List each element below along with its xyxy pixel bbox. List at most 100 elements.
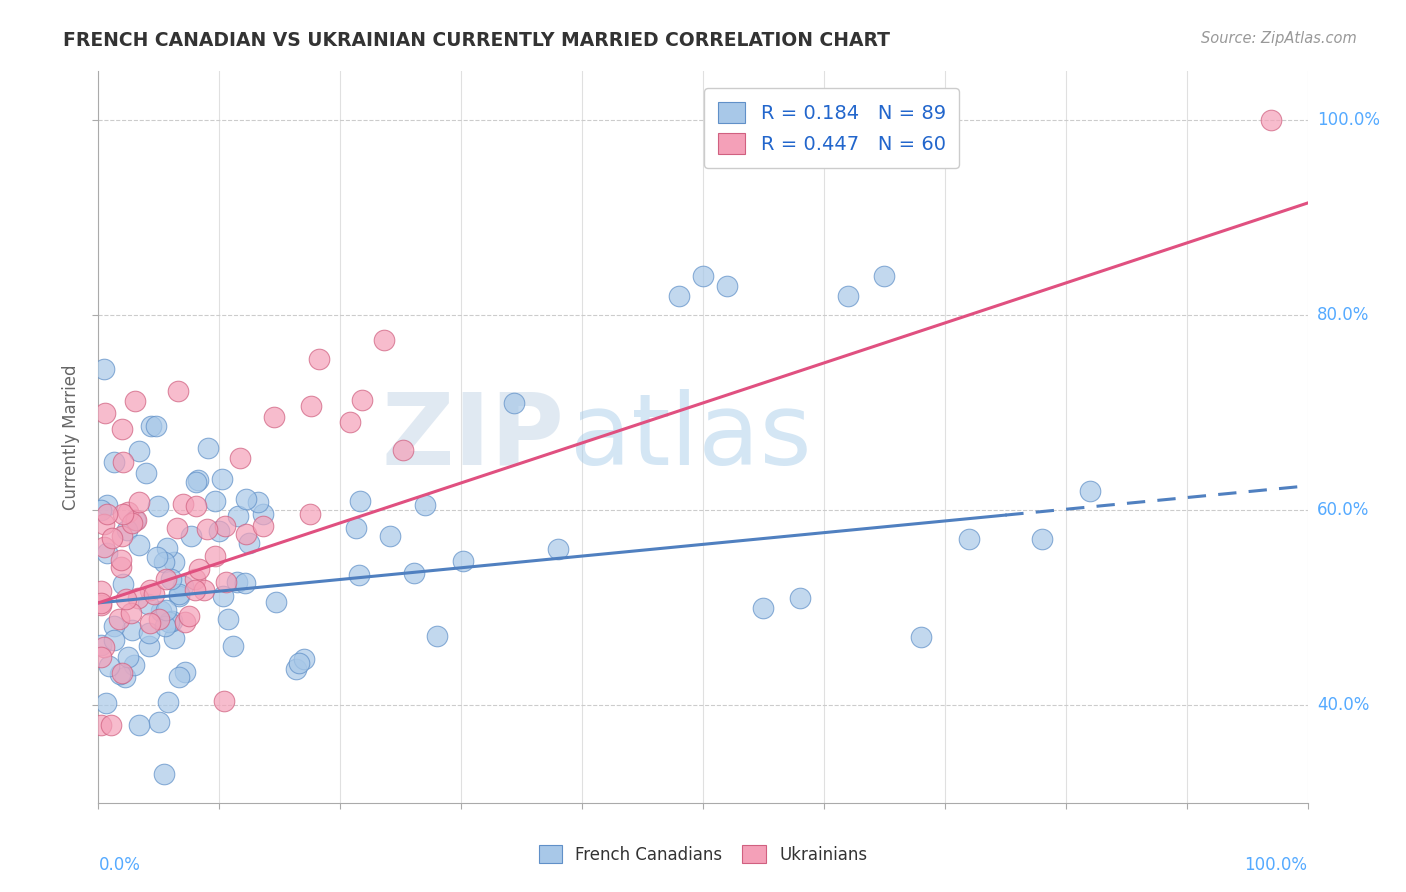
Point <box>837 288 859 302</box>
Point <box>166 521 188 535</box>
Point <box>212 694 235 708</box>
Point <box>426 629 449 643</box>
Point <box>90 598 112 612</box>
Point <box>957 533 980 547</box>
Point <box>204 549 226 563</box>
Text: 60.0%: 60.0% <box>1317 501 1369 519</box>
Point <box>124 393 146 408</box>
Point <box>139 616 162 631</box>
Point <box>752 600 775 615</box>
Point <box>94 407 117 421</box>
Text: FRENCH CANADIAN VS UKRAINIAN CURRENTLY MARRIED CORRELATION CHART: FRENCH CANADIAN VS UKRAINIAN CURRENTLY M… <box>63 31 890 50</box>
Point <box>163 555 186 569</box>
Point <box>103 633 125 648</box>
Point <box>103 455 125 469</box>
Point <box>167 669 190 683</box>
Point <box>148 612 170 626</box>
Point <box>93 640 115 654</box>
Point <box>139 419 162 434</box>
Point <box>108 611 131 625</box>
Point <box>136 597 159 611</box>
Point <box>138 583 160 598</box>
Point <box>127 591 149 605</box>
Point <box>156 695 179 709</box>
Point <box>110 559 132 574</box>
Point <box>229 450 252 465</box>
Point <box>155 572 177 586</box>
Point <box>186 499 208 513</box>
Point <box>392 443 415 458</box>
Point <box>211 472 233 486</box>
Point <box>93 517 115 532</box>
Point <box>155 603 177 617</box>
Point <box>188 562 211 576</box>
Point <box>451 554 474 568</box>
Point <box>160 614 183 628</box>
Point <box>208 524 231 539</box>
Point <box>238 536 260 550</box>
Point <box>145 549 167 564</box>
Legend: R = 0.184   N = 89, R = 0.447   N = 60: R = 0.184 N = 89, R = 0.447 N = 60 <box>704 88 959 168</box>
Point <box>115 523 138 537</box>
Point <box>873 269 896 284</box>
Point <box>378 529 401 543</box>
Point <box>288 656 311 670</box>
Point <box>153 555 176 569</box>
Point <box>101 531 124 545</box>
Point <box>122 658 145 673</box>
Point <box>163 632 186 646</box>
Point <box>138 639 160 653</box>
Point <box>172 579 194 593</box>
Point <box>90 718 112 732</box>
Point <box>184 582 207 597</box>
Point <box>157 615 180 630</box>
Point <box>235 527 257 541</box>
Point <box>167 384 190 399</box>
Point <box>112 455 135 469</box>
Point <box>90 503 112 517</box>
Point <box>156 541 179 556</box>
Point <box>103 619 125 633</box>
Point <box>197 441 219 455</box>
Point <box>145 418 167 433</box>
Point <box>90 596 112 610</box>
Text: 40.0%: 40.0% <box>1317 697 1369 714</box>
Text: 80.0%: 80.0% <box>1317 306 1369 324</box>
Point <box>184 573 207 587</box>
Point <box>187 473 209 487</box>
Point <box>108 667 131 681</box>
Point <box>128 495 150 509</box>
Point <box>350 393 373 408</box>
Point <box>124 513 146 527</box>
Point <box>138 625 160 640</box>
Point <box>117 650 139 665</box>
Point <box>404 566 426 580</box>
Point <box>235 576 257 591</box>
Point <box>114 670 136 684</box>
Point <box>93 362 115 376</box>
Point <box>120 606 142 620</box>
Point <box>100 718 122 732</box>
Point <box>193 583 215 598</box>
Point <box>90 649 112 664</box>
Point <box>668 288 690 302</box>
Point <box>111 665 134 680</box>
Point <box>373 333 395 347</box>
Point <box>148 714 170 729</box>
Point <box>204 493 226 508</box>
Point <box>97 658 120 673</box>
Point <box>153 766 176 780</box>
Point <box>112 577 135 591</box>
Text: Source: ZipAtlas.com: Source: ZipAtlas.com <box>1201 31 1357 46</box>
Point <box>264 595 287 609</box>
Point <box>246 495 269 509</box>
Point <box>252 519 274 533</box>
Point <box>502 396 524 410</box>
Point <box>112 507 135 521</box>
Point <box>1031 533 1053 547</box>
Point <box>235 492 257 507</box>
Point <box>547 542 569 557</box>
Point <box>195 522 218 536</box>
Point <box>1260 113 1282 128</box>
Point <box>292 652 315 666</box>
